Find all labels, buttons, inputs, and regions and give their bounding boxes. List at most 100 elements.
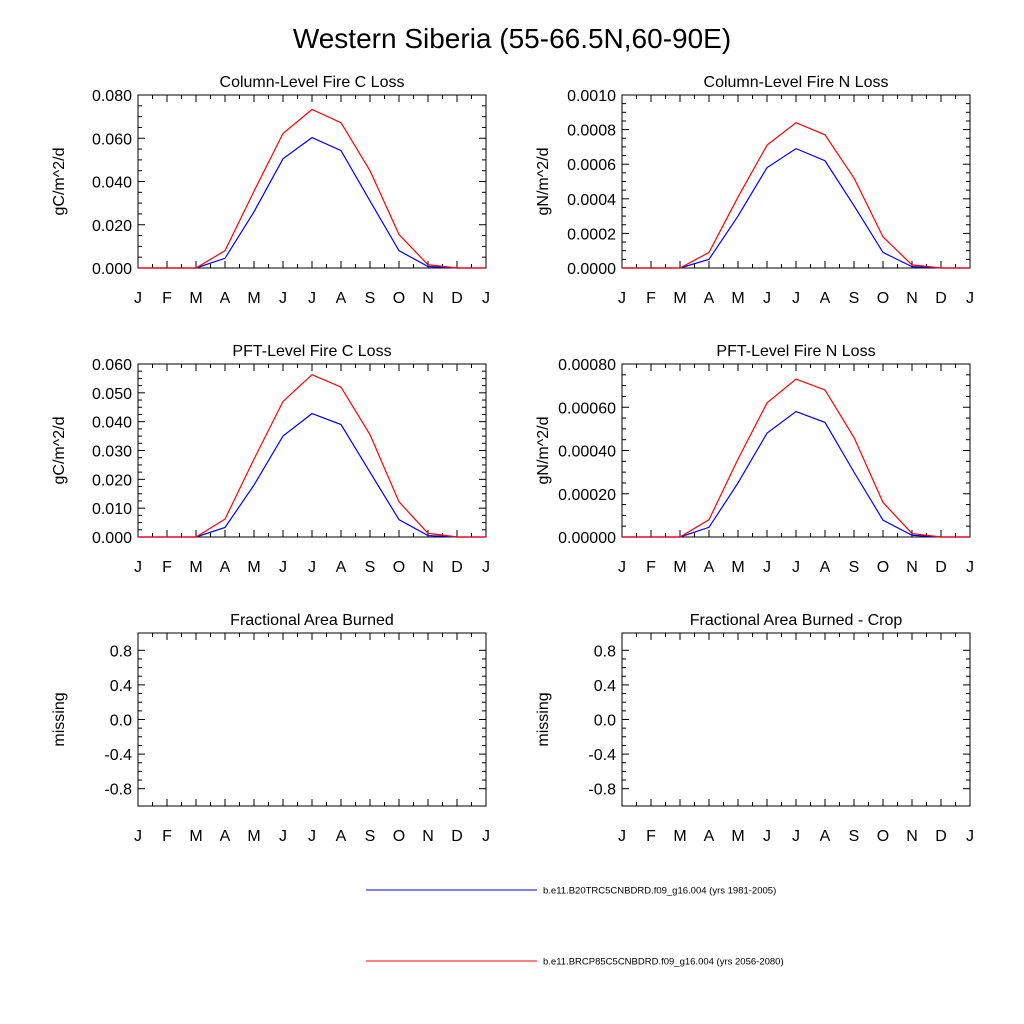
y-tick-label: 0.030 <box>92 444 132 461</box>
y-tick-label: -0.8 <box>104 782 132 799</box>
x-tick-label: J <box>482 559 490 576</box>
series-line <box>622 147 970 269</box>
series-line <box>622 121 970 269</box>
x-tick-label: A <box>704 559 715 576</box>
x-tick-label: J <box>966 559 974 576</box>
x-tick-label: O <box>393 828 405 845</box>
x-tick-label: J <box>792 290 800 307</box>
y-axis-label: missing <box>535 692 552 746</box>
panel-title: Fractional Area Burned - Crop <box>690 612 903 629</box>
y-tick-label: 0.0 <box>594 713 616 730</box>
x-tick-label: M <box>247 828 260 845</box>
x-tick-label: M <box>731 559 744 576</box>
y-tick-label: 0.8 <box>594 643 616 660</box>
y-axis-label: gN/m^2/d <box>535 417 552 485</box>
y-tick-label: 0.010 <box>92 501 132 518</box>
x-tick-label: J <box>279 290 287 307</box>
legend-item: b.e11.BRCP85C5CNBDRD.f09_g16.004 (yrs 20… <box>366 957 784 968</box>
legend-label: b.e11.BRCP85C5CNBDRD.f09_g16.004 (yrs 20… <box>543 957 784 968</box>
series-line <box>138 373 486 538</box>
x-tick-label: J <box>308 290 316 307</box>
plot-frame <box>621 94 971 269</box>
y-tick-label: 0.8 <box>110 643 132 660</box>
x-tick-label: J <box>763 828 771 845</box>
y-tick-label: 0.0006 <box>567 157 616 174</box>
plot-frame <box>621 632 971 807</box>
x-tick-label: F <box>162 559 172 576</box>
y-tick-label: 0.00080 <box>558 357 616 374</box>
plot-frame <box>621 363 971 538</box>
x-tick-label: M <box>247 290 260 307</box>
panel-title: Column-Level Fire N Loss <box>704 74 889 91</box>
x-tick-label: N <box>906 828 918 845</box>
y-tick-label: 0.000 <box>92 530 132 547</box>
x-tick-label: F <box>162 828 172 845</box>
x-tick-label: M <box>189 828 202 845</box>
x-tick-label: J <box>482 290 490 307</box>
y-tick-label: 0.4 <box>594 678 616 695</box>
legend-item: b.e11.B20TRC5CNBDRD.f09_g16.004 (yrs 198… <box>366 886 776 897</box>
y-tick-label: 0.0010 <box>567 88 616 105</box>
x-tick-label: A <box>820 828 831 845</box>
y-tick-label: 0.00060 <box>558 400 616 417</box>
x-tick-label: S <box>365 828 376 845</box>
y-tick-label: 0.0004 <box>567 192 616 209</box>
x-tick-label: M <box>731 290 744 307</box>
x-tick-label: M <box>673 559 686 576</box>
x-tick-label: J <box>966 828 974 845</box>
x-tick-label: J <box>792 828 800 845</box>
x-tick-label: J <box>308 559 316 576</box>
x-tick-label: O <box>877 290 889 307</box>
legend-label: b.e11.B20TRC5CNBDRD.f09_g16.004 (yrs 198… <box>543 886 776 897</box>
x-tick-label: N <box>906 559 918 576</box>
x-tick-label: J <box>966 290 974 307</box>
y-tick-label: 0.060 <box>92 357 132 374</box>
x-tick-label: D <box>935 290 947 307</box>
x-tick-label: J <box>763 290 771 307</box>
y-tick-label: 0.00040 <box>558 444 616 461</box>
x-tick-label: N <box>906 290 918 307</box>
x-tick-label: S <box>849 828 860 845</box>
plot-frame <box>137 363 487 538</box>
series-line <box>622 410 970 538</box>
x-tick-label: A <box>336 290 347 307</box>
y-tick-label: 0.020 <box>92 218 132 235</box>
y-tick-label: 0.040 <box>92 415 132 432</box>
x-tick-label: J <box>134 559 142 576</box>
x-tick-label: M <box>189 559 202 576</box>
series-line <box>622 378 970 538</box>
x-tick-label: O <box>393 559 405 576</box>
x-tick-label: M <box>673 828 686 845</box>
panel-title: Column-Level Fire C Loss <box>220 74 405 91</box>
x-tick-label: A <box>336 828 347 845</box>
x-tick-label: N <box>422 828 434 845</box>
y-tick-label: -0.4 <box>104 747 132 764</box>
y-tick-label: 0.000 <box>92 261 132 278</box>
y-tick-label: 0.0 <box>110 713 132 730</box>
x-tick-label: D <box>451 290 463 307</box>
y-tick-label: -0.4 <box>588 747 616 764</box>
x-tick-label: F <box>646 290 656 307</box>
y-tick-label: 0.00000 <box>558 530 616 547</box>
x-tick-label: N <box>422 290 434 307</box>
x-tick-label: O <box>877 828 889 845</box>
y-tick-label: 0.020 <box>92 472 132 489</box>
x-tick-label: J <box>618 559 626 576</box>
x-tick-label: N <box>422 559 434 576</box>
x-tick-label: A <box>820 290 831 307</box>
x-tick-label: S <box>849 559 860 576</box>
x-tick-label: M <box>673 290 686 307</box>
x-tick-label: J <box>618 828 626 845</box>
x-tick-label: J <box>482 828 490 845</box>
x-tick-label: A <box>220 559 231 576</box>
x-tick-label: S <box>849 290 860 307</box>
y-tick-label: 0.050 <box>92 386 132 403</box>
panel-title: Fractional Area Burned <box>230 612 394 629</box>
series-line <box>138 412 486 538</box>
